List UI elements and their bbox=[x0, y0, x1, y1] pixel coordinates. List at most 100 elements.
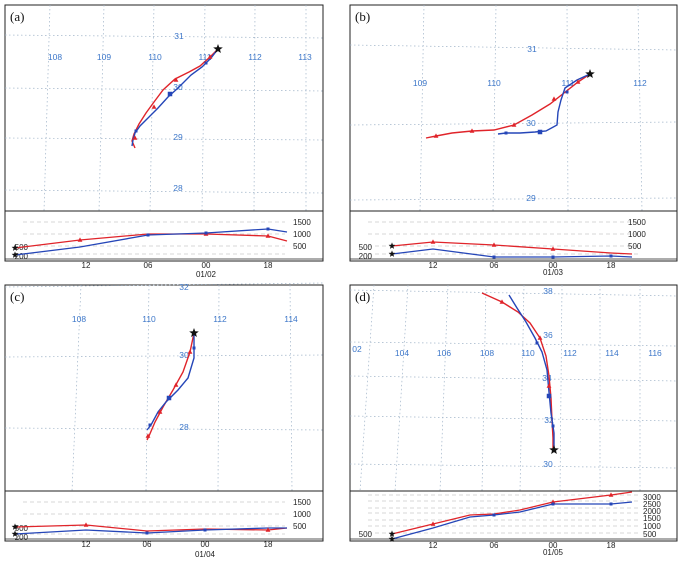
red-marker bbox=[207, 54, 213, 59]
parallel-line bbox=[349, 341, 678, 347]
blue-marker bbox=[565, 90, 569, 94]
latitude-label: 29 bbox=[526, 193, 536, 203]
blue-height-marker bbox=[266, 227, 270, 231]
blue-height-line bbox=[391, 501, 633, 540]
time-tick: 12 bbox=[82, 540, 91, 549]
start-star-icon bbox=[11, 244, 19, 251]
height-tick-right: 1500 bbox=[293, 218, 311, 227]
longitude-label: 110 bbox=[487, 78, 501, 88]
blue-trajectory bbox=[497, 73, 591, 135]
red-marker bbox=[173, 77, 179, 82]
longitude-label: 112 bbox=[563, 348, 577, 358]
latitude-label: 32 bbox=[544, 415, 554, 425]
time-tick: 18 bbox=[264, 261, 273, 270]
meridian-line bbox=[637, 4, 643, 212]
blue-height-marker bbox=[609, 502, 613, 506]
blue-height-marker bbox=[145, 531, 149, 535]
blue-marker bbox=[204, 61, 208, 65]
time-tick: 06 bbox=[143, 540, 152, 549]
start-star-icon bbox=[11, 251, 19, 258]
blue-marker bbox=[192, 346, 196, 350]
red-marker bbox=[433, 133, 439, 138]
red-height-marker bbox=[83, 522, 89, 527]
parallel-line bbox=[349, 289, 678, 297]
blue-height-marker bbox=[492, 255, 496, 259]
blue-marker bbox=[167, 91, 173, 97]
blue-height-line bbox=[14, 527, 287, 535]
blue-marker bbox=[148, 423, 152, 427]
map-frame bbox=[349, 284, 678, 492]
parallel-line bbox=[349, 415, 678, 422]
map-grid bbox=[349, 4, 678, 212]
red-height-line bbox=[391, 241, 633, 255]
blue-trajectory bbox=[131, 48, 219, 147]
height-frame bbox=[349, 210, 678, 262]
height-tick-right: 500 bbox=[643, 530, 657, 539]
time-tick: 18 bbox=[607, 261, 616, 270]
red-marker bbox=[575, 79, 581, 84]
longitude-label: 108 bbox=[48, 52, 62, 62]
parallel-line bbox=[349, 44, 678, 51]
panel-c: 108 110 112 114323028(c)1500100050050020012… bbox=[4, 282, 324, 559]
meridian-line bbox=[419, 4, 425, 212]
longitude-label: 02 bbox=[352, 344, 362, 354]
red-height-line bbox=[14, 524, 288, 532]
longitude-label: 104 bbox=[395, 348, 409, 358]
longitude-label: 108 bbox=[480, 348, 494, 358]
parallel-line bbox=[4, 137, 324, 141]
red-marker bbox=[173, 382, 179, 387]
blue-height-marker bbox=[609, 254, 613, 258]
parallel-line bbox=[349, 197, 678, 201]
date-label: 01/03 bbox=[543, 268, 564, 277]
parallel-line bbox=[4, 427, 324, 431]
red-marker bbox=[187, 349, 193, 354]
height-tick-right: 3000 bbox=[643, 493, 661, 502]
map-frame bbox=[4, 284, 324, 492]
start-star-icon bbox=[213, 44, 223, 53]
height-tick-left: 200 bbox=[15, 533, 29, 542]
blue-height-line bbox=[14, 228, 288, 256]
meridian-line bbox=[559, 284, 563, 492]
red-height-marker bbox=[77, 237, 83, 242]
red-height-marker bbox=[430, 239, 436, 244]
longitude-label: 111 bbox=[199, 52, 212, 62]
blue-marker bbox=[551, 424, 555, 428]
red-marker bbox=[469, 128, 475, 133]
time-tick: 06 bbox=[144, 261, 153, 270]
red-marker bbox=[551, 96, 557, 101]
meridian-line bbox=[492, 4, 497, 212]
start-star-icon bbox=[388, 242, 396, 249]
blue-height-marker bbox=[492, 513, 496, 517]
red-marker bbox=[511, 122, 517, 127]
red-marker bbox=[145, 433, 151, 438]
map-frame bbox=[349, 4, 678, 212]
red-height-marker bbox=[265, 233, 271, 238]
latitude-label: 30 bbox=[179, 350, 189, 360]
height-tick-left: 500 bbox=[15, 524, 29, 533]
longitude-label: 111 bbox=[562, 78, 575, 88]
blue-marker bbox=[537, 129, 543, 135]
time-tick: 06 bbox=[490, 261, 499, 270]
red-marker bbox=[499, 299, 505, 304]
start-star-icon bbox=[11, 530, 19, 537]
height-tick-right: 1000 bbox=[293, 230, 311, 239]
height-tick-left: 200 bbox=[15, 252, 29, 261]
latitude-label: 28 bbox=[179, 422, 189, 432]
longitude-label: 109 bbox=[97, 52, 111, 62]
longitude-label: 112 bbox=[248, 52, 262, 62]
meridian-line bbox=[481, 284, 487, 492]
blue-height-marker bbox=[204, 231, 208, 235]
height-tick-right: 1500 bbox=[628, 218, 646, 227]
map-frame bbox=[4, 4, 324, 212]
blue-trajectory bbox=[146, 333, 195, 431]
red-height-marker bbox=[550, 246, 556, 251]
time-tick: 12 bbox=[429, 261, 438, 270]
longitude-label: 114 bbox=[284, 314, 298, 324]
longitude-label: 114 bbox=[605, 348, 619, 358]
height-tick-right: 2000 bbox=[643, 507, 661, 516]
start-star-icon bbox=[585, 69, 595, 78]
time-tick: 00 bbox=[202, 261, 211, 270]
blue-height-marker bbox=[551, 502, 555, 506]
map-grid bbox=[4, 282, 324, 492]
